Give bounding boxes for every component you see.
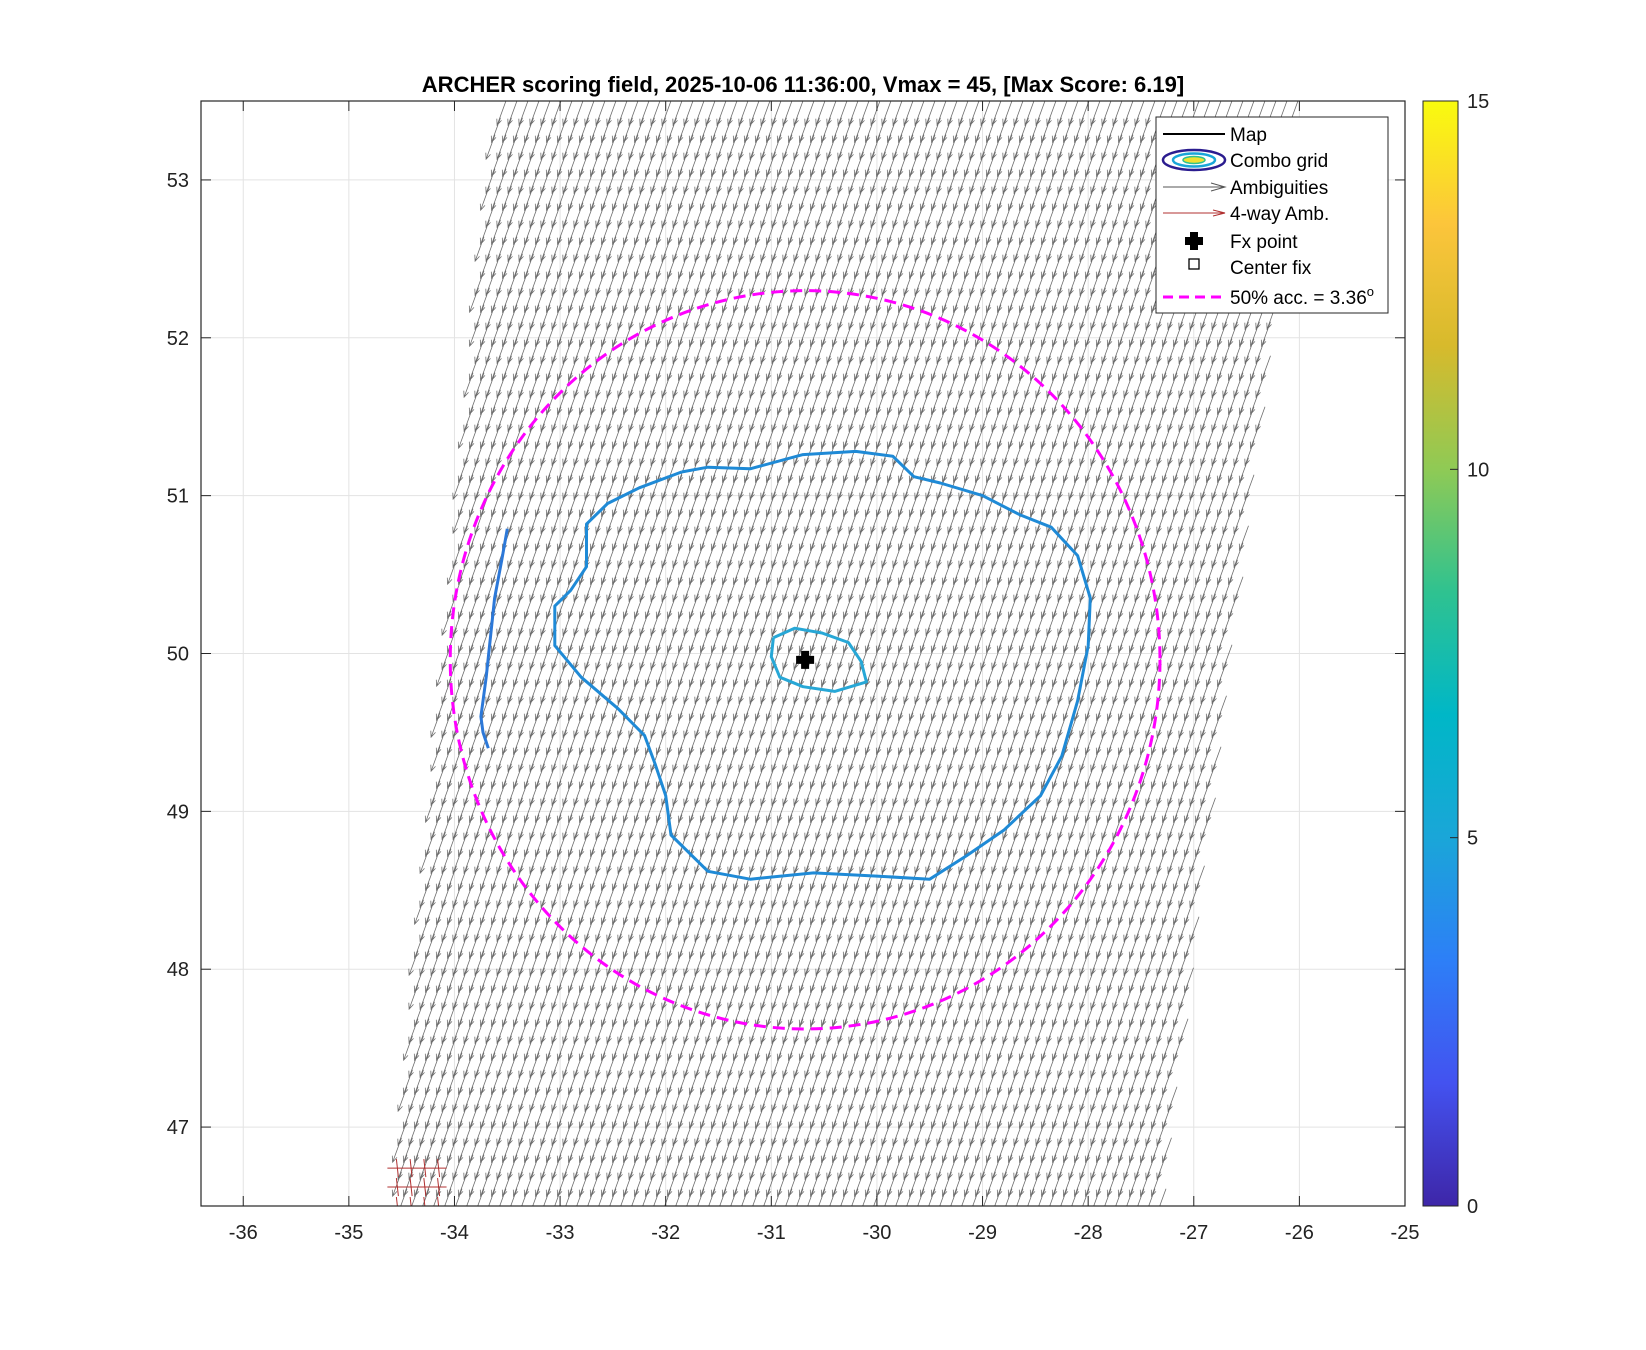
x-tick-label: -36 (229, 1222, 258, 1244)
x-tick-label: -30 (862, 1222, 891, 1244)
y-tick-label: 47 (167, 1117, 189, 1139)
legend: Map Combo grid Ambiguities 4-way Amb. Fx… (1155, 116, 1389, 314)
x-tick-label: -25 (1391, 1222, 1420, 1244)
legend-ambiguities-label: Ambiguities (1230, 178, 1328, 199)
ambiguity-vectors (391, 101, 1299, 1206)
y-tick-label: 51 (167, 486, 189, 508)
legend-4way-swatch (1163, 209, 1226, 217)
y-tick-label: 50 (167, 644, 189, 666)
x-tick-label: -34 (440, 1222, 469, 1244)
score-contours (479, 449, 1092, 881)
legend-center-fix-label: Center fix (1230, 258, 1312, 279)
fx-point-plus (796, 650, 815, 669)
legend-fx-point-swatch (1185, 232, 1203, 250)
y-tick-label: 48 (167, 959, 189, 981)
accuracy-circle (448, 289, 1162, 1031)
legend-fx-point-label: Fx point (1230, 232, 1298, 253)
four-way-ambiguities (387, 1159, 447, 1206)
legend-combo-grid-label: Combo grid (1230, 151, 1328, 172)
chart-title: ARCHER scoring field, 2025-10-06 11:36:0… (422, 72, 1184, 97)
x-tick-label: -32 (651, 1222, 680, 1244)
x-tick-label: -33 (546, 1222, 575, 1244)
colorbar: 0 5 10 15 (1422, 91, 1489, 1218)
x-tick-label: -31 (757, 1222, 786, 1244)
y-tick-label: 49 (167, 801, 189, 823)
legend-accuracy-label: 50% acc. = 3.36o (1230, 284, 1374, 309)
y-tick-label: 53 (167, 170, 189, 192)
axis-ticks: -36 -35 -34 -33 -32 -31 -30 -29 -28 -27 -26 -25 47 48… (167, 101, 1420, 1244)
four-way-ambiguity-arrows (387, 1159, 447, 1206)
ambiguity-arrows (391, 101, 1299, 1206)
legend-map-label: Map (1230, 125, 1267, 146)
x-tick-label: -29 (968, 1222, 997, 1244)
colorbar-tick-label: 10 (1467, 459, 1489, 481)
x-tick-label: -27 (1179, 1222, 1208, 1244)
x-tick-label: -35 (334, 1222, 363, 1244)
legend-4way-label: 4-way Amb. (1230, 204, 1329, 225)
colorbar-tick-label: 15 (1467, 91, 1489, 113)
colorbar-tick-label: 0 (1467, 1196, 1478, 1218)
score-contour-0 (553, 449, 1092, 881)
x-tick-label: -28 (1074, 1222, 1103, 1244)
legend-combo-grid-swatch (1161, 148, 1227, 172)
colorbar-tick-label: 5 (1467, 828, 1478, 850)
score-contour-1 (769, 626, 868, 693)
legend-center-fix-swatch (1188, 258, 1200, 270)
score-contour-2 (479, 528, 509, 749)
colorbar-gradient (1422, 100, 1459, 1207)
x-tick-label: -26 (1285, 1222, 1314, 1244)
y-tick-label: 52 (167, 328, 189, 350)
legend-ambiguities-swatch (1163, 182, 1227, 192)
accuracy-circle-ring (448, 289, 1162, 1031)
fx-point-marker (796, 650, 815, 669)
